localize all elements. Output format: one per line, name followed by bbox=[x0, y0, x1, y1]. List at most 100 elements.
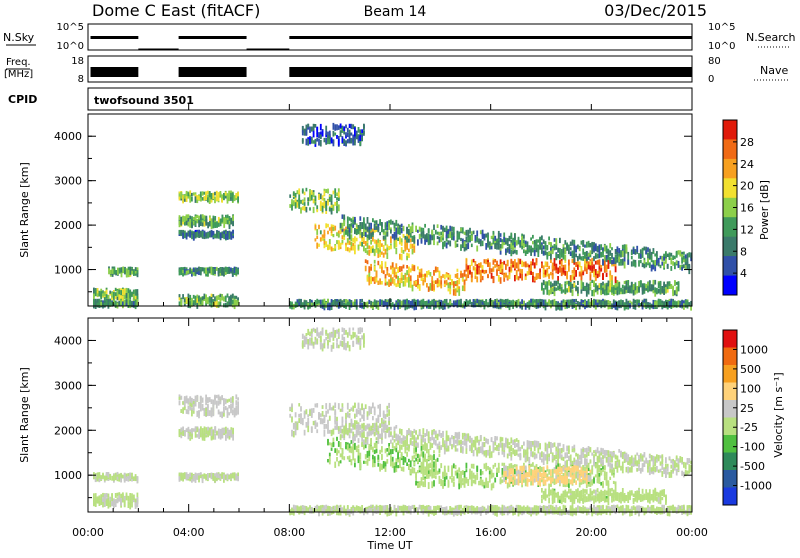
heatmap-cell bbox=[590, 261, 592, 266]
heatmap-cell bbox=[349, 233, 351, 240]
heatmap-cell bbox=[523, 301, 525, 306]
heatmap-cell bbox=[561, 273, 563, 277]
heatmap-cell bbox=[221, 194, 223, 198]
heatmap-cell bbox=[683, 303, 685, 310]
heatmap-cell bbox=[422, 232, 424, 238]
heatmap-cell bbox=[133, 476, 135, 481]
heatmap-cell bbox=[482, 265, 484, 270]
heatmap-cell bbox=[590, 274, 592, 280]
heatmap-cell bbox=[221, 472, 223, 477]
heatmap-cell bbox=[487, 235, 489, 239]
heatmap-cell bbox=[615, 266, 617, 272]
heatmap-cell bbox=[462, 470, 464, 475]
freq-segment bbox=[179, 67, 247, 77]
heatmap-cell bbox=[106, 300, 108, 304]
heatmap-cell bbox=[115, 270, 117, 273]
heatmap-cell bbox=[327, 439, 329, 446]
heatmap-cell bbox=[541, 235, 543, 240]
heatmap-cell bbox=[340, 243, 342, 247]
heatmap-cell bbox=[554, 287, 556, 292]
colorbar-tick-label: 20 bbox=[740, 180, 754, 193]
heatmap-cell bbox=[191, 232, 193, 235]
heatmap-cell bbox=[336, 457, 338, 462]
heatmap-cell bbox=[514, 233, 516, 240]
heatmap-cell bbox=[336, 207, 338, 214]
heatmap-cell bbox=[412, 244, 414, 249]
heatmap-cell bbox=[618, 282, 620, 288]
heatmap-cell bbox=[604, 283, 606, 289]
heatmap-cell bbox=[385, 231, 387, 235]
heatmap-cell bbox=[122, 492, 124, 497]
heatmap-cell bbox=[642, 283, 644, 289]
heatmap-cell bbox=[106, 472, 108, 476]
heatmap-cell bbox=[361, 222, 363, 229]
heatmap-cell bbox=[354, 302, 356, 306]
heatmap-cell bbox=[491, 246, 493, 249]
heatmap-cell bbox=[609, 270, 611, 275]
heatmap-cell bbox=[218, 400, 220, 405]
heatmap-cell bbox=[128, 288, 130, 293]
heatmap-cell bbox=[433, 270, 435, 276]
heatmap-cell bbox=[329, 304, 331, 311]
heatmap-cell bbox=[126, 268, 128, 274]
heatmap-cell bbox=[188, 398, 190, 404]
heatmap-cell bbox=[135, 474, 137, 481]
heatmap-cell bbox=[554, 266, 556, 271]
heatmap-cell bbox=[327, 299, 329, 303]
heatmap-cell bbox=[442, 274, 444, 278]
heatmap-cell bbox=[518, 300, 520, 305]
heatmap-cell bbox=[331, 299, 333, 302]
heatmap-cell bbox=[324, 241, 326, 245]
heatmap-cell bbox=[609, 276, 611, 283]
heatmap-cell bbox=[228, 270, 230, 274]
heatmap-cell bbox=[509, 303, 511, 310]
heatmap-cell bbox=[195, 431, 197, 437]
heatmap-cell bbox=[433, 284, 435, 290]
heatmap-cell bbox=[674, 280, 676, 286]
heatmap-cell bbox=[334, 133, 336, 136]
heatmap-cell bbox=[124, 476, 126, 482]
heatmap-cell bbox=[505, 249, 507, 253]
heatmap-cell bbox=[354, 414, 356, 419]
heatmap-cell bbox=[505, 299, 507, 304]
heatmap-cell bbox=[510, 243, 512, 249]
heatmap-cell bbox=[295, 423, 297, 430]
heatmap-cell bbox=[336, 135, 338, 139]
heatmap-cell bbox=[439, 237, 441, 240]
heatmap-cell bbox=[482, 480, 484, 487]
heatmap-cell bbox=[354, 241, 356, 244]
heatmap-cell bbox=[347, 139, 349, 143]
heatmap-cell bbox=[359, 453, 361, 460]
heatmap-cell bbox=[469, 228, 471, 234]
heatmap-cell bbox=[631, 261, 633, 266]
heatmap-cell bbox=[349, 448, 351, 452]
heatmap-cell bbox=[228, 412, 230, 415]
cpid-value: twofsound 3501 bbox=[94, 94, 194, 107]
heatmap-cell bbox=[315, 124, 317, 128]
heatmap-cell bbox=[550, 272, 552, 275]
heatmap-cell bbox=[667, 264, 669, 269]
heatmap-cell bbox=[106, 290, 108, 295]
heatmap-cell bbox=[230, 302, 232, 306]
heatmap-cell bbox=[428, 482, 430, 489]
heatmap-cell bbox=[102, 474, 104, 478]
heatmap-cell bbox=[665, 251, 667, 257]
heatmap-cell bbox=[392, 462, 394, 468]
heatmap-cell bbox=[688, 252, 690, 257]
heatmap-cell bbox=[374, 266, 376, 271]
heatmap-cell bbox=[129, 493, 131, 499]
heatmap-cell bbox=[347, 444, 349, 450]
heatmap-cell bbox=[439, 454, 441, 458]
heatmap-cell bbox=[205, 269, 207, 273]
heatmap-cell bbox=[372, 416, 374, 420]
heatmap-cell bbox=[464, 471, 466, 478]
heatmap-cell bbox=[550, 242, 552, 247]
heatmap-cell bbox=[222, 215, 224, 222]
heatmap-cell bbox=[403, 275, 405, 280]
heatmap-cell bbox=[131, 502, 133, 507]
heatmap-cell bbox=[442, 301, 444, 304]
heatmap-cell bbox=[491, 469, 493, 475]
heatmap-cell bbox=[205, 395, 207, 402]
heatmap-cell bbox=[333, 300, 335, 304]
heatmap-cell bbox=[444, 470, 446, 476]
